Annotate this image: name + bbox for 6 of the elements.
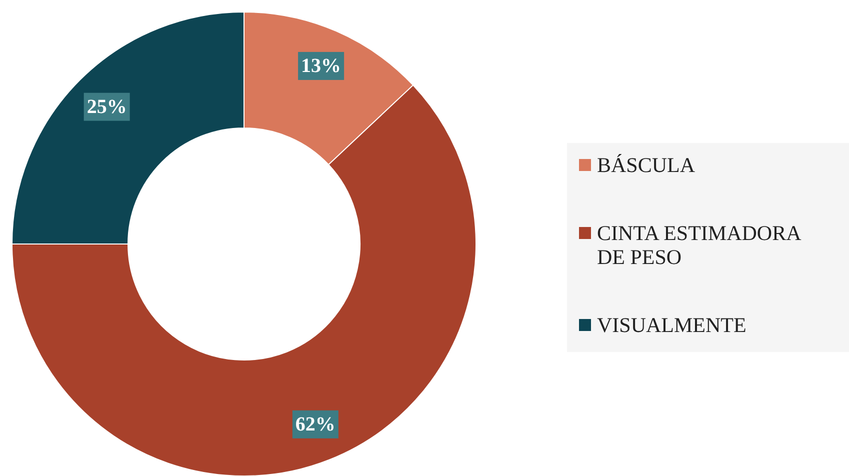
- data-label: 62%: [295, 413, 336, 436]
- legend-label: BÁSCULA: [597, 153, 696, 177]
- data-label: 25%: [86, 96, 127, 118]
- legend-label: CINTA ESTIMADORA DE PESO: [597, 221, 802, 269]
- data-label: 13%: [301, 54, 342, 77]
- legend-label: VISUALMENTE: [597, 313, 746, 337]
